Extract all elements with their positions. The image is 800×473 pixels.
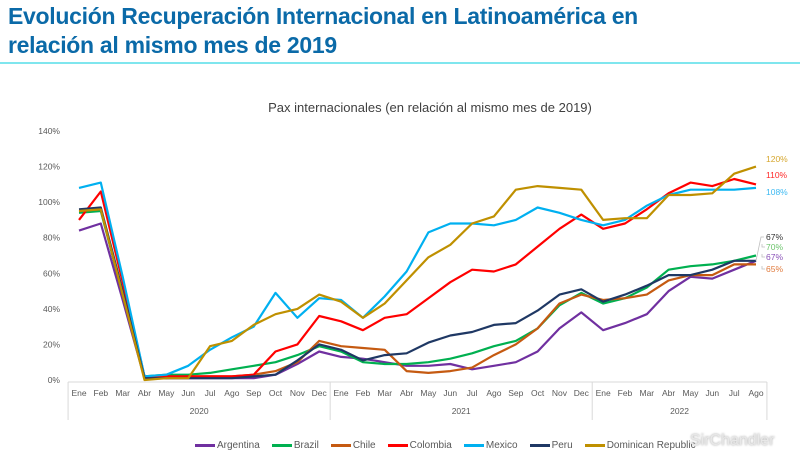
watermark: SirChandler bbox=[690, 432, 775, 449]
legend-item: Chile bbox=[330, 440, 376, 451]
y-tick-label: 40% bbox=[43, 304, 60, 314]
x-axis: Ene Feb Mar Abr May Jun Jul Ago Sep Oct Nov Dec Ene F… bbox=[67, 381, 768, 420]
series-group bbox=[78, 165, 757, 382]
legend-swatch bbox=[584, 444, 605, 447]
year-label: 2020 bbox=[190, 406, 209, 416]
x-tick-label: Sep bbox=[246, 388, 261, 398]
end-value-label: 67% bbox=[766, 252, 783, 262]
y-tick-label: 140% bbox=[38, 126, 60, 136]
x-tick-label: Oct bbox=[531, 388, 545, 398]
end-value-label: 110% bbox=[766, 170, 788, 180]
x-tick-label: Ago bbox=[748, 388, 763, 398]
legend-swatch bbox=[330, 444, 351, 447]
series-line-chile bbox=[78, 208, 756, 380]
legend-swatch bbox=[271, 444, 292, 447]
x-tick-label: Jul bbox=[205, 388, 216, 398]
x-tick-label: Oct bbox=[269, 388, 283, 398]
x-tick-label: Abr bbox=[138, 388, 151, 398]
legend-swatch bbox=[529, 444, 550, 447]
x-tick-label: Jun bbox=[443, 388, 457, 398]
legend-item: Dominican Republic bbox=[584, 440, 696, 451]
y-axis: 0% 20% 40% 60% 80% 100% 120% 140% bbox=[38, 126, 60, 385]
page-title-line-1: Evolución Recuperación Internacional en … bbox=[8, 3, 638, 29]
end-labels: 67%70% 65% 110% 108% 67% 120% bbox=[755, 154, 788, 274]
x-tick-label: Dec bbox=[312, 388, 328, 398]
page-title: Evolución Recuperación Internacional en … bbox=[8, 2, 638, 60]
x-tick-label: Ene bbox=[71, 388, 86, 398]
x-tick-label: Ene bbox=[334, 388, 349, 398]
end-value-label: 108% bbox=[766, 187, 788, 197]
end-value-label: 70% bbox=[766, 242, 783, 252]
x-tick-label: Jun bbox=[181, 388, 195, 398]
title-divider bbox=[0, 62, 800, 64]
x-tick-label: Mar bbox=[377, 388, 392, 398]
y-tick-label: 120% bbox=[38, 162, 60, 172]
series-line-dominican-republic bbox=[78, 165, 757, 382]
legend-item: Peru bbox=[529, 440, 573, 451]
leader-line bbox=[761, 266, 765, 270]
legend-label: Argentina bbox=[217, 440, 260, 451]
end-value-label: 65% bbox=[766, 264, 783, 274]
y-tick-label: 80% bbox=[43, 233, 60, 243]
x-tick-label: Mar bbox=[115, 388, 130, 398]
chart-title: Pax internacionales (en relación al mism… bbox=[268, 100, 592, 115]
legend-item: Argentina bbox=[195, 440, 260, 451]
x-tick-label: Jul bbox=[729, 388, 740, 398]
x-tick-label: Jul bbox=[467, 388, 478, 398]
y-tick-label: 20% bbox=[43, 339, 60, 349]
end-value-label: 67% bbox=[766, 232, 783, 242]
x-tick-label: Feb bbox=[94, 388, 109, 398]
legend: Argentina Brazil Chile Colombia Mexico Peru Do… bbox=[195, 440, 696, 451]
y-tick-label: 60% bbox=[43, 268, 60, 278]
x-tick-label: Abr bbox=[400, 388, 413, 398]
x-tick-label: May bbox=[158, 388, 175, 398]
leader-line bbox=[761, 244, 765, 248]
x-tick-label: Jun bbox=[705, 388, 719, 398]
legend-item: Colombia bbox=[387, 440, 452, 451]
x-tick-label: Nov bbox=[290, 388, 306, 398]
leader-line bbox=[755, 236, 764, 261]
x-tick-label: Ago bbox=[486, 388, 501, 398]
end-value-label: 120% bbox=[766, 154, 788, 164]
legend-label: Dominican Republic bbox=[606, 440, 696, 451]
legend-item: Brazil bbox=[271, 440, 319, 451]
y-tick-label: 100% bbox=[38, 197, 60, 207]
x-tick-label: Ago bbox=[224, 388, 239, 398]
legend-swatch bbox=[387, 444, 408, 447]
legend-label: Colombia bbox=[409, 440, 452, 451]
year-label: 2021 bbox=[452, 406, 471, 416]
series-line-colombia bbox=[78, 177, 757, 378]
legend-swatch bbox=[195, 444, 215, 447]
legend-swatch bbox=[463, 444, 484, 447]
legend-label: Chile bbox=[352, 440, 376, 451]
series-line-brazil bbox=[78, 209, 757, 378]
series-line-peru bbox=[78, 206, 756, 380]
legend-label: Mexico bbox=[485, 440, 518, 451]
x-tick-label: Feb bbox=[356, 388, 371, 398]
x-tick-label: Abr bbox=[662, 388, 675, 398]
legend-item: Mexico bbox=[463, 440, 518, 451]
x-tick-label: May bbox=[682, 388, 699, 398]
x-tick-label: Dec bbox=[574, 388, 590, 398]
series-line-argentina bbox=[78, 222, 757, 380]
x-tick-label: Mar bbox=[639, 388, 654, 398]
x-tick-label: Nov bbox=[552, 388, 568, 398]
leader-line bbox=[761, 254, 765, 258]
y-tick-label: 0% bbox=[48, 375, 61, 385]
series-line-mexico bbox=[78, 181, 757, 378]
x-tick-label: Ene bbox=[596, 388, 611, 398]
x-tick-label: May bbox=[420, 388, 437, 398]
legend-label: Peru bbox=[551, 440, 573, 451]
x-tick-label: Feb bbox=[618, 388, 633, 398]
year-label: 2022 bbox=[670, 406, 689, 416]
x-tick-label: Sep bbox=[508, 388, 523, 398]
page-title-line-2: relación al mismo mes de 2019 bbox=[8, 32, 337, 58]
legend-label: Brazil bbox=[293, 440, 319, 451]
